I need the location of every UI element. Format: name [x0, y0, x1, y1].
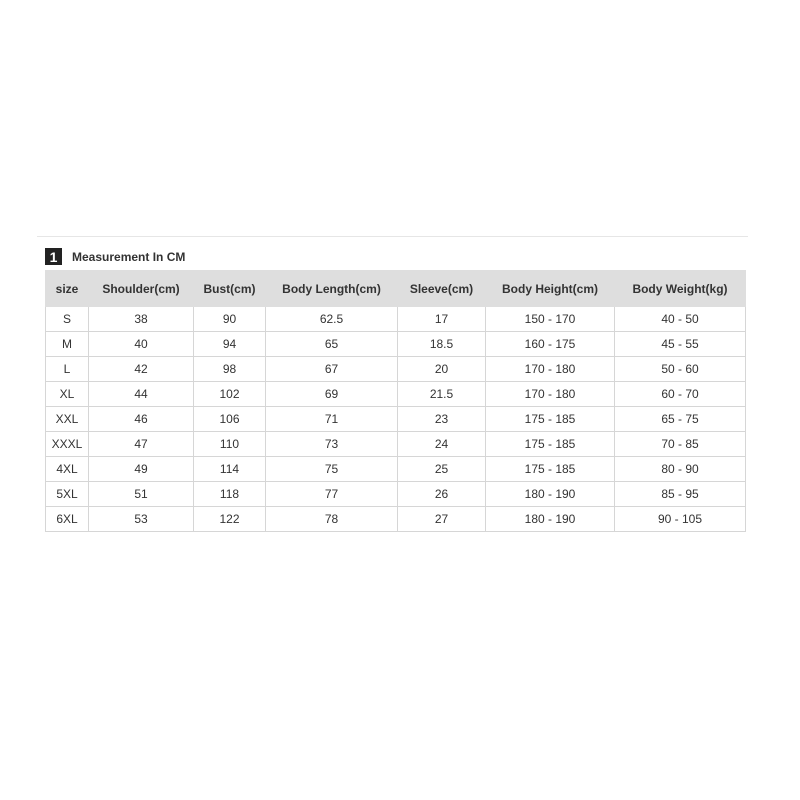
- table-cell: 5XL: [45, 481, 89, 507]
- table-cell: 62.5: [265, 306, 398, 332]
- table-cell: 73: [265, 431, 398, 457]
- table-cell: 6XL: [45, 506, 89, 532]
- table-cell: 180 - 190: [485, 506, 615, 532]
- section-title: Measurement In CM: [72, 249, 186, 264]
- table-cell: 102: [193, 381, 266, 407]
- table-cell: XL: [45, 381, 89, 407]
- column-header: Body Length(cm): [265, 270, 398, 307]
- table-cell: 77: [265, 481, 398, 507]
- table-cell: M: [45, 331, 89, 357]
- table-cell: 51: [88, 481, 194, 507]
- table-row: L 42 98 67 20 170 - 180 50 - 60: [45, 356, 746, 382]
- table-row: XL 44 102 69 21.5 170 - 180 60 - 70: [45, 381, 746, 407]
- table-cell: 98: [193, 356, 266, 382]
- column-header: size: [45, 270, 89, 307]
- table-cell: 40: [88, 331, 194, 357]
- table-cell: 65 - 75: [614, 406, 746, 432]
- top-divider: [37, 236, 748, 237]
- size-chart-table: size Shoulder(cm) Bust(cm) Body Length(cm) S…: [45, 270, 746, 532]
- table-row: 5XL 51 118 77 26 180 - 190 85 - 95: [45, 481, 746, 507]
- table-cell: S: [45, 306, 89, 332]
- table-row: XXL 46 106 71 23 175 - 185 65 - 75: [45, 406, 746, 432]
- table-cell: 175 - 185: [485, 456, 615, 482]
- table-cell: 26: [397, 481, 486, 507]
- table-cell: XXL: [45, 406, 89, 432]
- table-row: S 38 90 62.5 17 150 - 170 40 - 50: [45, 306, 746, 332]
- table-cell: 40 - 50: [614, 306, 746, 332]
- table-cell: 160 - 175: [485, 331, 615, 357]
- table-cell: 70 - 85: [614, 431, 746, 457]
- table-cell: 175 - 185: [485, 431, 615, 457]
- table-cell: 38: [88, 306, 194, 332]
- column-header: Bust(cm): [193, 270, 266, 307]
- table-cell: 24: [397, 431, 486, 457]
- table-cell: 23: [397, 406, 486, 432]
- table-cell: 110: [193, 431, 266, 457]
- table-cell: 71: [265, 406, 398, 432]
- table-cell: 45 - 55: [614, 331, 746, 357]
- table-cell: 118: [193, 481, 266, 507]
- table-cell: 114: [193, 456, 266, 482]
- table-cell: 85 - 95: [614, 481, 746, 507]
- section-number-badge: 1: [45, 248, 62, 265]
- table-cell: 78: [265, 506, 398, 532]
- table-row: M 40 94 65 18.5 160 - 175 45 - 55: [45, 331, 746, 357]
- table-row: 6XL 53 122 78 27 180 - 190 90 - 105: [45, 506, 746, 532]
- column-header: Shoulder(cm): [88, 270, 194, 307]
- table-cell: 60 - 70: [614, 381, 746, 407]
- table-cell: 4XL: [45, 456, 89, 482]
- table-cell: 42: [88, 356, 194, 382]
- table-cell: 65: [265, 331, 398, 357]
- table-cell: 94: [193, 331, 266, 357]
- table-cell: 46: [88, 406, 194, 432]
- table-header-row: size Shoulder(cm) Bust(cm) Body Length(cm) S…: [45, 270, 746, 307]
- table-cell: 80 - 90: [614, 456, 746, 482]
- table-cell: 18.5: [397, 331, 486, 357]
- table-cell: 50 - 60: [614, 356, 746, 382]
- table-row: XXXL 47 110 73 24 175 - 185 70 - 85: [45, 431, 746, 457]
- table-cell: 17: [397, 306, 486, 332]
- table-cell: 90: [193, 306, 266, 332]
- table-cell: 47: [88, 431, 194, 457]
- table-cell: 21.5: [397, 381, 486, 407]
- table-cell: 180 - 190: [485, 481, 615, 507]
- table-cell: XXXL: [45, 431, 89, 457]
- section-heading: 1 Measurement In CM: [45, 248, 185, 265]
- table-cell: 122: [193, 506, 266, 532]
- table-cell: 170 - 180: [485, 381, 615, 407]
- table-cell: 25: [397, 456, 486, 482]
- table-cell: 27: [397, 506, 486, 532]
- column-header: Body Weight(kg): [614, 270, 746, 307]
- table-cell: 150 - 170: [485, 306, 615, 332]
- table-cell: 75: [265, 456, 398, 482]
- table-cell: 175 - 185: [485, 406, 615, 432]
- table-cell: 69: [265, 381, 398, 407]
- table-cell: 49: [88, 456, 194, 482]
- table-cell: 44: [88, 381, 194, 407]
- table-row: 4XL 49 114 75 25 175 - 185 80 - 90: [45, 456, 746, 482]
- table-cell: 20: [397, 356, 486, 382]
- table-cell: 53: [88, 506, 194, 532]
- table-cell: 67: [265, 356, 398, 382]
- column-header: Body Height(cm): [485, 270, 615, 307]
- table-cell: 106: [193, 406, 266, 432]
- table-cell: 170 - 180: [485, 356, 615, 382]
- column-header: Sleeve(cm): [397, 270, 486, 307]
- table-cell: L: [45, 356, 89, 382]
- table-cell: 90 - 105: [614, 506, 746, 532]
